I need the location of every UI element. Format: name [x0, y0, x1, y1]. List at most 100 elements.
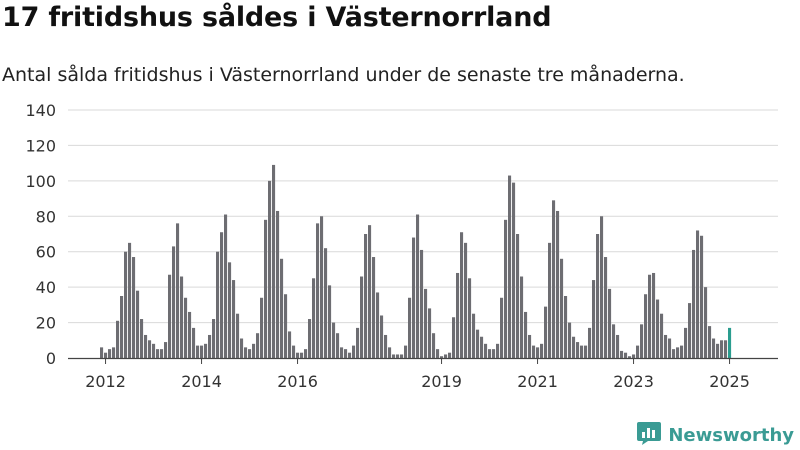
- bar: [720, 340, 724, 358]
- bar: [140, 319, 144, 358]
- bar: [276, 210, 280, 358]
- bar: [580, 345, 584, 358]
- bar: [628, 356, 632, 358]
- bar: [468, 278, 472, 358]
- bar: [592, 280, 596, 358]
- bar: [620, 350, 624, 358]
- bar: [556, 210, 560, 358]
- bar: [680, 345, 684, 358]
- bar: [600, 216, 604, 358]
- bar: [296, 352, 300, 358]
- bar: [308, 319, 312, 358]
- x-tick-label: 2019: [421, 372, 462, 391]
- bar: [604, 257, 608, 358]
- page-title: 17 fritidshus såldes i Västernorrland: [2, 2, 552, 33]
- bar: [392, 354, 396, 358]
- bar: [244, 347, 248, 358]
- bar: [536, 347, 540, 358]
- bar: [180, 276, 184, 358]
- bar: [532, 345, 536, 358]
- bar: [512, 182, 516, 358]
- bar: [712, 338, 716, 358]
- bar: [380, 315, 384, 358]
- bar: [348, 352, 352, 358]
- bar: [404, 345, 408, 358]
- bar: [460, 232, 464, 358]
- y-tick-label: 140: [25, 101, 56, 120]
- bar: [540, 343, 544, 358]
- bar: [384, 334, 388, 358]
- brand-logo: Newsworthy: [636, 420, 794, 450]
- bar: [148, 340, 152, 358]
- x-tick-label: 2023: [613, 372, 654, 391]
- bar: [652, 272, 656, 358]
- bar: [264, 219, 268, 358]
- bar: [324, 248, 328, 358]
- bar: [672, 349, 676, 358]
- bar: [508, 175, 512, 358]
- bar: [328, 285, 332, 358]
- bar-latest: [728, 327, 732, 358]
- bar: [124, 251, 128, 358]
- page-subtitle: Antal sålda fritidshus i Västernorrland …: [2, 64, 685, 86]
- bar: [464, 242, 468, 358]
- bar: [260, 297, 264, 358]
- bar: [168, 274, 172, 358]
- bar: [284, 294, 288, 358]
- bar: [700, 235, 704, 358]
- bar: [488, 349, 492, 358]
- bar: [632, 354, 636, 358]
- bar: [500, 297, 504, 358]
- bar: [656, 299, 660, 358]
- y-tick-label: 100: [25, 172, 56, 191]
- bar: [156, 349, 160, 358]
- bar: [504, 219, 508, 358]
- bar: [332, 322, 336, 358]
- bar: [408, 297, 412, 358]
- bar: [316, 223, 320, 358]
- bar: [352, 345, 356, 358]
- bar: [396, 354, 400, 358]
- bar: [524, 311, 528, 358]
- bar: [104, 352, 108, 358]
- bar: [136, 290, 140, 358]
- bar: [240, 338, 244, 358]
- bar: [472, 313, 476, 358]
- bar: [196, 345, 200, 358]
- bar: [440, 356, 444, 358]
- x-tick-label: 2025: [709, 372, 750, 391]
- bar: [528, 334, 532, 358]
- bar: [708, 326, 712, 358]
- bar: [692, 249, 696, 358]
- bar: [560, 258, 564, 358]
- bar: [648, 274, 652, 358]
- latest-value-label: 17: [727, 0, 749, 5]
- y-tick-label: 0: [46, 349, 56, 368]
- bar: [448, 352, 452, 358]
- bar: [400, 354, 404, 358]
- x-tick-label: 2012: [85, 372, 126, 391]
- bar: [208, 334, 212, 358]
- bar: [388, 347, 392, 358]
- bar: [184, 297, 188, 358]
- bar: [432, 333, 436, 358]
- bar: [356, 327, 360, 358]
- bar: [548, 242, 552, 358]
- bar: [224, 214, 228, 358]
- bar: [216, 251, 220, 358]
- bar: [412, 237, 416, 358]
- bar: [452, 317, 456, 358]
- bar: [544, 306, 548, 358]
- bar: [616, 334, 620, 358]
- bar: [280, 258, 284, 358]
- bar: [192, 327, 196, 358]
- bar: [160, 349, 164, 358]
- y-tick-label: 20: [36, 314, 56, 333]
- bar: [164, 342, 168, 358]
- bar: [372, 257, 376, 358]
- bar-chart-logo-icon: [636, 420, 662, 450]
- bar: [676, 347, 680, 358]
- bar: [344, 349, 348, 358]
- bar: [120, 296, 124, 358]
- bars: [100, 164, 732, 358]
